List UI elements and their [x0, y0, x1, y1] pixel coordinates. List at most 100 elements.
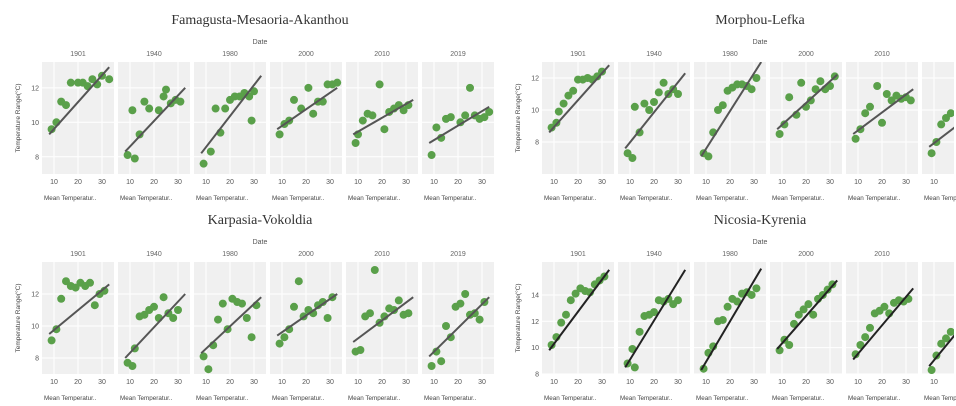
panel-2000: 2000 10 20 30 Mean Temperatur..	[770, 251, 842, 402]
data-point	[456, 299, 465, 308]
data-point	[475, 315, 484, 324]
trend-line	[428, 105, 490, 144]
data-point	[906, 96, 915, 105]
x-tick-label: 30	[402, 379, 410, 386]
y-tick-label: 12	[31, 85, 39, 92]
data-point	[221, 104, 230, 113]
data-point	[47, 336, 56, 345]
panel-year-label: 1980	[222, 251, 238, 258]
trend-line	[776, 279, 838, 350]
data-point	[704, 152, 713, 161]
chart-title: Morphou-Lefka	[715, 13, 805, 28]
panel-plot-area	[118, 62, 190, 174]
data-point	[159, 92, 168, 101]
data-point	[318, 298, 327, 306]
x-axis-label: Mean Temperatur..	[196, 195, 249, 202]
x-axis-label: Mean Temperatur..	[772, 395, 825, 401]
data-point	[427, 151, 436, 160]
trend-line	[352, 296, 414, 343]
data-point	[797, 78, 806, 87]
data-point	[358, 116, 367, 125]
trend-line	[928, 334, 954, 367]
data-point	[351, 138, 360, 147]
panel-2000: 2000 10 20 30 Mean Temperatur..	[270, 251, 342, 402]
panel-year-label: 2000	[798, 251, 814, 258]
panel-year-label: 2010	[374, 251, 390, 258]
x-tick-label: 30	[174, 379, 182, 386]
data-point	[866, 102, 874, 111]
y-axis-label: Temperature Range(°C)	[514, 283, 522, 352]
panel-year-label: 1901	[570, 251, 586, 258]
x-axis-label: Mean Temperatur..	[196, 395, 249, 401]
data-point	[290, 302, 298, 311]
chart-group-3: Nicosia-Kyrenia Date Temperature Range(°C)…	[514, 213, 956, 402]
data-point	[485, 107, 494, 116]
data-point	[718, 101, 727, 110]
date-header: Date	[253, 39, 268, 46]
panel-year-label: 1901	[70, 51, 86, 58]
panel-partial: 10 Mean Temperatur..	[922, 62, 956, 202]
panel-year-label: 1940	[646, 251, 662, 258]
data-point	[856, 341, 865, 350]
panel-year-label: 2000	[298, 251, 314, 258]
panel-plot-area	[346, 262, 418, 374]
panel-1980: 1980 10 20 30 Mean Temperatur..	[194, 251, 266, 402]
x-tick-label: 30	[174, 179, 182, 186]
data-point	[304, 83, 313, 92]
data-point	[380, 125, 389, 134]
panel-year-label: 2010	[374, 51, 390, 58]
panel-year-label: 2019	[450, 251, 466, 258]
x-axis-label: Mean Temperatur..	[544, 395, 597, 401]
data-point	[569, 86, 578, 95]
data-point	[733, 297, 742, 306]
x-tick-label: 20	[226, 379, 234, 386]
data-point	[466, 83, 474, 92]
data-point	[946, 327, 954, 336]
trend-line	[352, 99, 414, 136]
y-axis-label: Temperature Range(°C)	[514, 83, 522, 152]
data-point	[470, 309, 479, 318]
chart-title: Famagusta-Mesaoria-Akanthou	[171, 13, 348, 28]
x-tick-label: 30	[98, 379, 106, 386]
x-tick-label: 10	[430, 179, 438, 186]
data-point	[333, 78, 342, 87]
panel-1940: 1940 10 20 30 Mean Temperatur..	[118, 51, 190, 202]
data-point	[861, 109, 870, 118]
panel-2000: 2000 10 20 30 Mean Temperatur..	[770, 51, 842, 202]
data-point	[559, 99, 568, 108]
x-tick-label: 20	[378, 179, 386, 186]
data-point	[809, 310, 818, 319]
panel-plot-area	[118, 262, 190, 374]
data-point	[946, 109, 954, 118]
data-point	[873, 82, 882, 90]
panel-year-label: 2000	[298, 51, 314, 58]
data-point	[942, 334, 950, 343]
x-tick-label: 30	[826, 179, 834, 186]
data-point	[866, 323, 874, 332]
x-axis-label: Mean Temperatur..	[696, 395, 749, 401]
panel-plot-area	[194, 62, 266, 174]
date-header: Date	[253, 239, 268, 246]
data-point	[427, 362, 436, 370]
data-point	[752, 284, 761, 293]
x-tick-label: 10	[354, 379, 362, 386]
x-tick-label: 30	[598, 379, 606, 386]
x-tick-label: 30	[674, 379, 682, 386]
x-axis-label: Mean Temperatur..	[924, 195, 956, 202]
data-point	[780, 120, 789, 129]
x-tick-label: 30	[326, 179, 334, 186]
panel-1901: 1901 10 20 30 Mean Temperatur.. 8 10 12 14	[531, 251, 614, 402]
x-tick-label: 10	[550, 179, 558, 186]
data-point	[851, 134, 860, 143]
x-tick-label: 10	[702, 379, 710, 386]
x-axis-label: Mean Temperatur..	[848, 395, 901, 401]
panel-1940: 1940 10 20 30 Mean Temperatur..	[618, 251, 690, 402]
panel-plot-area	[194, 262, 266, 374]
data-point	[432, 347, 441, 356]
data-point	[280, 333, 289, 342]
x-tick-label: 20	[650, 379, 658, 386]
data-point	[128, 106, 137, 115]
data-point	[650, 98, 658, 106]
